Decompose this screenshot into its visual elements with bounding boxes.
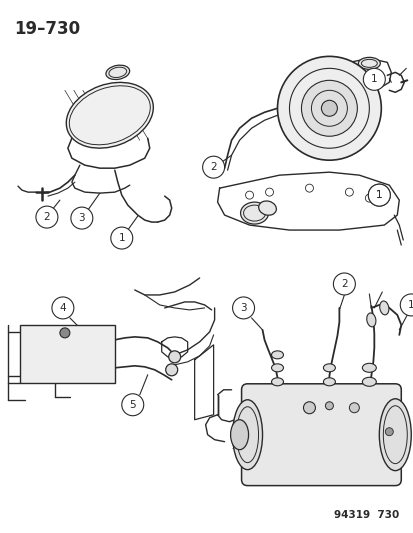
Bar bbox=[20, 325, 114, 383]
Ellipse shape bbox=[271, 364, 283, 372]
Circle shape bbox=[165, 364, 177, 376]
Text: 1: 1 bbox=[370, 74, 377, 84]
Text: 1: 1 bbox=[407, 300, 413, 310]
Ellipse shape bbox=[271, 351, 283, 359]
Text: 3: 3 bbox=[240, 303, 246, 313]
Circle shape bbox=[349, 403, 358, 413]
Circle shape bbox=[399, 294, 413, 316]
Text: 4: 4 bbox=[59, 303, 66, 313]
Ellipse shape bbox=[361, 377, 375, 386]
Text: 19–730: 19–730 bbox=[14, 20, 80, 38]
Text: 94319  730: 94319 730 bbox=[333, 510, 398, 520]
Circle shape bbox=[368, 184, 389, 206]
Ellipse shape bbox=[258, 201, 276, 215]
Circle shape bbox=[301, 80, 356, 136]
Circle shape bbox=[111, 227, 133, 249]
Circle shape bbox=[121, 394, 143, 416]
Text: 2: 2 bbox=[43, 212, 50, 222]
Text: 1: 1 bbox=[375, 190, 382, 200]
Ellipse shape bbox=[106, 65, 129, 79]
Ellipse shape bbox=[240, 202, 268, 224]
Ellipse shape bbox=[232, 400, 262, 470]
Text: 2: 2 bbox=[210, 162, 216, 172]
Text: 1: 1 bbox=[118, 233, 125, 243]
Circle shape bbox=[368, 184, 389, 206]
Text: 2: 2 bbox=[340, 279, 347, 289]
Circle shape bbox=[385, 427, 392, 435]
Circle shape bbox=[52, 297, 74, 319]
FancyBboxPatch shape bbox=[241, 384, 400, 486]
Circle shape bbox=[202, 156, 224, 178]
Ellipse shape bbox=[271, 378, 283, 386]
Circle shape bbox=[363, 68, 385, 90]
Circle shape bbox=[332, 273, 354, 295]
Ellipse shape bbox=[323, 378, 335, 386]
Circle shape bbox=[60, 328, 70, 338]
Text: 1: 1 bbox=[375, 190, 382, 200]
Circle shape bbox=[277, 56, 380, 160]
Text: 3: 3 bbox=[78, 213, 85, 223]
Circle shape bbox=[303, 402, 315, 414]
Circle shape bbox=[320, 100, 337, 116]
Text: 5: 5 bbox=[129, 400, 136, 410]
Circle shape bbox=[168, 351, 180, 363]
Ellipse shape bbox=[378, 399, 410, 471]
Ellipse shape bbox=[358, 58, 380, 69]
Ellipse shape bbox=[230, 419, 248, 450]
Ellipse shape bbox=[366, 313, 375, 327]
Ellipse shape bbox=[379, 301, 388, 315]
Circle shape bbox=[36, 206, 58, 228]
Circle shape bbox=[325, 402, 332, 410]
Circle shape bbox=[71, 207, 93, 229]
Ellipse shape bbox=[66, 83, 153, 148]
Ellipse shape bbox=[361, 364, 375, 373]
Circle shape bbox=[232, 297, 254, 319]
Ellipse shape bbox=[323, 364, 335, 372]
